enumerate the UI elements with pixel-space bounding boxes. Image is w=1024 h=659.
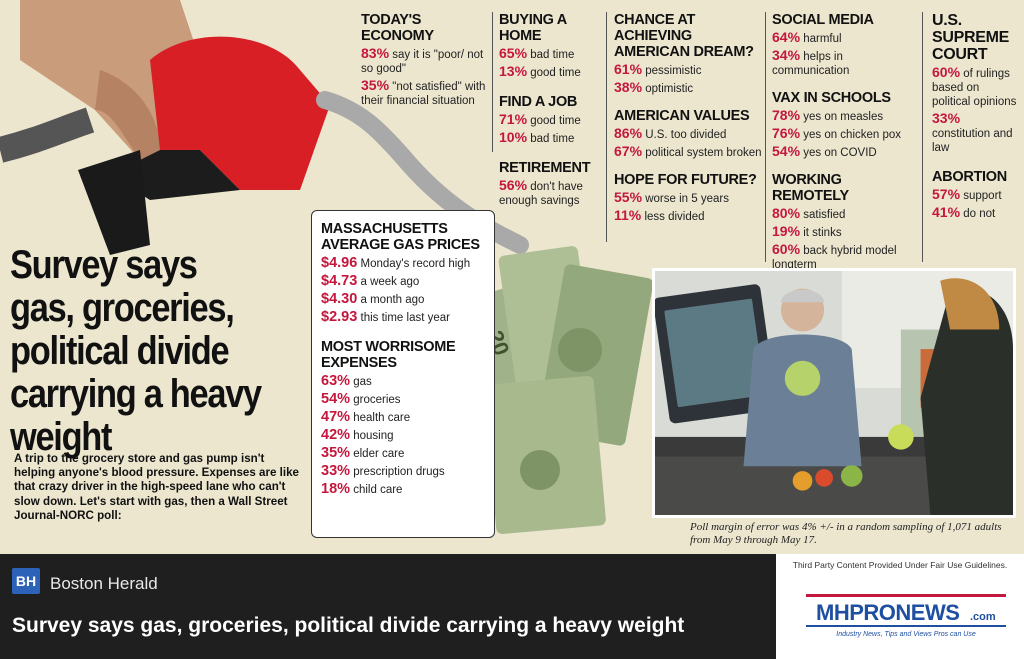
section-retirement: RETIREMENT 56% don't have enough savings [499, 160, 604, 208]
expense-row: 35% elder care [321, 445, 405, 461]
section-title: U.S. SUPREME COURT [932, 12, 1010, 63]
stat: 60% back hybrid model longterm [772, 241, 897, 271]
section-title: AMERICAN VALUES [614, 108, 750, 124]
stat: 71% good time [499, 111, 581, 127]
stat: 55% worse in 5 years [614, 189, 729, 205]
expense-row: 33% prescription drugs [321, 463, 445, 479]
stat: 19% it stinks [772, 223, 842, 239]
section-title: FIND A JOB [499, 94, 578, 110]
section-title: TODAY'S ECONOMY [361, 12, 434, 44]
mhp-logo-text: MHPRONEWS [816, 600, 959, 625]
stat: 11% less divided [614, 207, 705, 223]
stat: 41% do not [932, 204, 996, 220]
stat: 65% bad time [499, 45, 575, 61]
expense-row: 63% gas [321, 373, 372, 389]
column-dream-values-future: CHANCE AT ACHIEVING AMERICAN DREAM? 61% … [614, 12, 764, 224]
stat: 76% yes on chicken pox [772, 125, 902, 141]
section-economy: TODAY'S ECONOMY 83% say it is "poor/ not… [361, 12, 491, 108]
column-social-vax-remote: SOCIAL MEDIA 64% harmful 34% helps in co… [772, 12, 920, 272]
stat: 80% satisfied [772, 205, 846, 221]
headline: Survey says gas, groceries, political di… [10, 243, 262, 459]
stat: 33% constitution and law [932, 110, 1013, 154]
boston-herald-banner[interactable]: BH Boston Herald Survey says gas, grocer… [0, 554, 776, 659]
expense-row: 42% housing [321, 427, 394, 443]
stat: 61% pessimistic [614, 61, 702, 77]
stat: 56% don't have enough savings [499, 177, 583, 207]
intro-text: A trip to the grocery store and gas pump… [14, 452, 299, 522]
poll-note: Poll margin of error was 4% +/- in a ran… [690, 521, 1002, 546]
section-job: FIND A JOB 71% good time 10% bad time [499, 94, 604, 146]
section-remote: WORKING REMOTELY 80% satisfied 19% it st… [772, 172, 920, 272]
section-dream: CHANCE AT ACHIEVING AMERICAN DREAM? 61% … [614, 12, 764, 96]
section-title: HOPE FOR FUTURE? [614, 172, 757, 188]
price-row: $4.73 a week ago [321, 273, 420, 289]
section-court: U.S. SUPREME COURT 60% of rulings based … [932, 12, 1020, 155]
stat: 38% optimistic [614, 79, 694, 95]
stat: 10% bad time [499, 129, 575, 145]
section-future: HOPE FOR FUTURE? 55% worse in 5 years 11… [614, 172, 764, 224]
hose-shape [0, 107, 95, 163]
stat: 34% helps in communication [772, 47, 850, 77]
section-title: SOCIAL MEDIA [772, 12, 874, 28]
column-divider [492, 12, 493, 152]
column-divider [765, 12, 766, 262]
gas-prices-box: MASSACHUSETTS AVERAGE GAS PRICES $4.96 M… [311, 210, 495, 538]
mhpronews-logo[interactable]: MHPRONEWS .com Industry News, Tips and V… [806, 594, 1006, 638]
money-bills: 20 [450, 246, 654, 535]
stat: 83% say it is "poor/ not so good" [361, 45, 484, 75]
price-row: $4.96 Monday's record high [321, 255, 471, 271]
stat: 13% good time [499, 63, 581, 79]
column-home-job-retirement: BUYING A HOME 65% bad time 13% good time… [499, 12, 604, 208]
section-vax: VAX IN SCHOOLS 78% yes on measles 76% ye… [772, 90, 920, 160]
section-title: ABORTION [932, 169, 1007, 185]
stat: 57% support [932, 186, 1002, 202]
section-home: BUYING A HOME 65% bad time 13% good time [499, 12, 604, 80]
column-divider [922, 12, 923, 262]
mhp-tagline: Industry News, Tips and Views Pros can U… [836, 631, 976, 638]
grocery-checkout-photo [652, 268, 1016, 518]
stat: 86% U.S. too divided [614, 125, 727, 141]
mhp-logo-dotcom: .com [970, 611, 996, 623]
section-social: SOCIAL MEDIA 64% harmful 34% helps in co… [772, 12, 920, 78]
section-title: VAX IN SCHOOLS [772, 90, 891, 106]
expense-row: 47% health care [321, 409, 411, 425]
expense-row: 18% child care [321, 481, 403, 497]
stat: 60% of rulings based on political opinio… [932, 64, 1017, 108]
fair-use-notice: Third Party Content Provided Under Fair … [792, 560, 1008, 570]
expenses-title: MOST WORRISOME EXPENSES [321, 339, 456, 371]
price-row: $4.30 a month ago [321, 291, 425, 307]
price-row: $2.93 this time last year [321, 309, 450, 325]
article-title[interactable]: Survey says gas, groceries, political di… [12, 614, 685, 637]
infographic: 20 Survey says gas, groceries, political… [0, 0, 1024, 554]
publisher-name: Boston Herald [50, 574, 158, 593]
stat: 35% "not satisfied" with their financial… [361, 77, 486, 107]
section-title: BUYING A HOME [499, 12, 567, 44]
mhpronews-panel: Third Party Content Provided Under Fair … [776, 554, 1024, 659]
section-title: RETIREMENT [499, 160, 591, 176]
section-title: CHANCE AT ACHIEVING AMERICAN DREAM? [614, 12, 754, 60]
boston-herald-logo: BH [12, 568, 40, 594]
column-divider [606, 12, 607, 242]
section-title: WORKING REMOTELY [772, 172, 849, 204]
gas-pump-illustration: 20 [0, 0, 654, 535]
nozzle-body [150, 36, 330, 190]
stat: 67% political system broken [614, 143, 762, 159]
stat: 64% harmful [772, 29, 842, 45]
stat: 54% yes on COVID [772, 143, 877, 159]
gas-prices-title: MASSACHUSETTS AVERAGE GAS PRICES [321, 221, 480, 253]
stat: 78% yes on measles [772, 107, 884, 123]
section-values: AMERICAN VALUES 86% U.S. too divided 67%… [614, 108, 764, 160]
column-court-abortion: U.S. SUPREME COURT 60% of rulings based … [932, 12, 1020, 221]
section-abortion: ABORTION 57% support 41% do not [932, 169, 1020, 221]
expense-row: 54% groceries [321, 391, 401, 407]
